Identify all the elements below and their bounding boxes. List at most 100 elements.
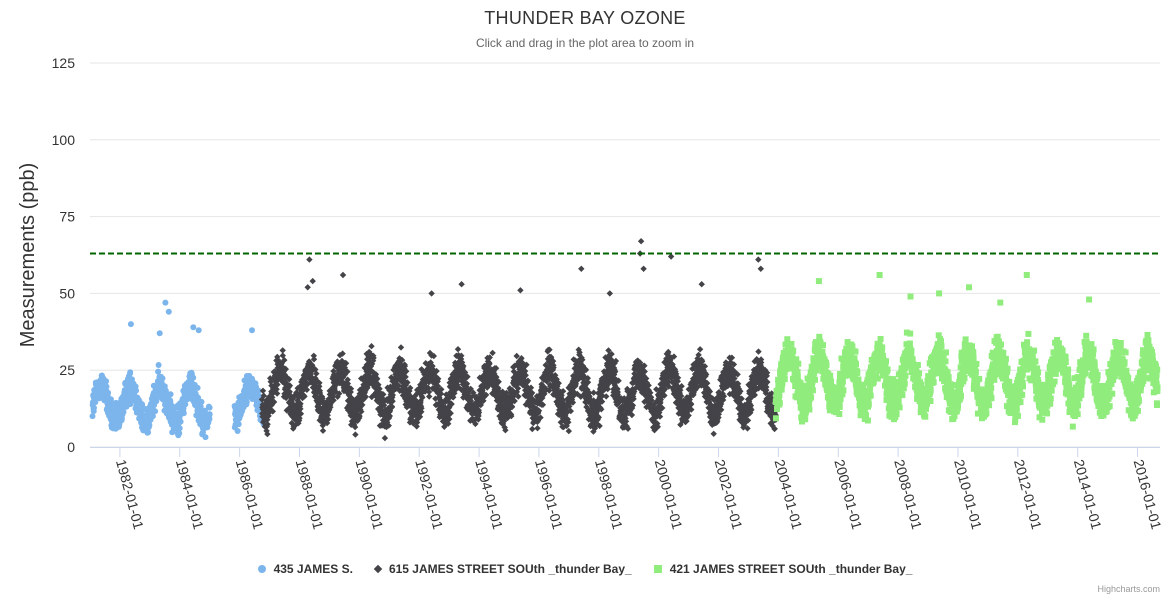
data-point[interactable] — [630, 395, 637, 403]
data-point[interactable] — [803, 408, 809, 415]
data-point[interactable] — [873, 372, 880, 379]
data-point[interactable] — [511, 397, 518, 405]
data-point[interactable] — [344, 380, 352, 387]
data-point[interactable] — [339, 271, 347, 279]
series-615-points[interactable] — [258, 238, 779, 442]
data-point[interactable] — [310, 352, 317, 359]
data-point[interactable] — [455, 377, 462, 384]
data-point[interactable] — [595, 389, 602, 397]
data-point[interactable] — [763, 383, 770, 391]
data-point[interactable] — [612, 357, 620, 365]
data-point[interactable] — [755, 348, 762, 355]
data-point[interactable] — [297, 405, 304, 413]
data-point[interactable] — [555, 380, 562, 387]
data-point[interactable] — [684, 408, 691, 416]
data-point[interactable] — [269, 408, 276, 415]
data-point[interactable] — [590, 397, 597, 404]
series-435-points[interactable] — [89, 299, 268, 441]
data-point[interactable] — [546, 387, 553, 394]
data-point[interactable] — [190, 324, 197, 331]
data-point[interactable] — [874, 375, 881, 382]
data-point[interactable] — [576, 349, 583, 356]
data-point[interactable] — [714, 416, 721, 424]
data-point[interactable] — [503, 389, 510, 397]
data-point[interactable] — [677, 392, 685, 400]
data-point[interactable] — [380, 402, 388, 409]
data-point[interactable] — [785, 345, 792, 352]
data-point[interactable] — [768, 390, 775, 397]
data-point[interactable] — [398, 356, 406, 364]
data-point[interactable] — [640, 377, 647, 384]
data-point[interactable] — [631, 388, 638, 395]
data-point[interactable] — [895, 397, 902, 404]
data-point[interactable] — [547, 354, 555, 361]
data-point[interactable] — [674, 383, 682, 390]
data-point[interactable] — [637, 238, 645, 245]
data-point[interactable] — [91, 404, 97, 411]
data-point[interactable] — [430, 352, 437, 360]
data-point[interactable] — [380, 391, 387, 398]
data-point[interactable] — [629, 402, 637, 409]
data-point[interactable] — [694, 355, 701, 362]
data-point[interactable] — [720, 368, 727, 376]
data-point[interactable] — [779, 380, 786, 387]
data-point[interactable] — [359, 401, 366, 409]
data-point[interactable] — [763, 372, 770, 380]
data-point[interactable] — [717, 400, 725, 408]
data-point[interactable] — [407, 384, 414, 392]
data-point[interactable] — [235, 421, 242, 428]
data-point[interactable] — [428, 290, 435, 297]
data-point[interactable] — [527, 384, 535, 391]
data-point[interactable] — [641, 362, 648, 369]
data-point[interactable] — [641, 368, 648, 375]
data-point[interactable] — [426, 393, 433, 400]
data-point[interactable] — [749, 385, 756, 392]
data-point[interactable] — [849, 343, 856, 350]
data-point[interactable] — [563, 422, 570, 430]
data-point[interactable] — [513, 352, 520, 360]
data-point[interactable] — [381, 434, 389, 442]
data-point[interactable] — [884, 366, 891, 373]
data-point[interactable] — [865, 397, 872, 404]
data-point[interactable] — [319, 427, 327, 434]
data-point[interactable] — [735, 385, 742, 392]
data-point[interactable] — [819, 348, 826, 355]
data-point[interactable] — [634, 357, 641, 364]
data-point[interactable] — [206, 416, 213, 423]
data-point[interactable] — [347, 385, 355, 392]
data-point[interactable] — [730, 361, 738, 368]
data-point[interactable] — [273, 386, 280, 393]
data-point[interactable] — [767, 398, 774, 405]
data-point[interactable] — [493, 373, 500, 381]
data-point[interactable] — [309, 277, 316, 285]
data-point[interactable] — [823, 362, 830, 369]
data-point[interactable] — [558, 392, 565, 399]
data-point[interactable] — [661, 385, 669, 393]
data-point[interactable] — [809, 387, 816, 394]
data-point[interactable] — [368, 343, 375, 350]
data-point[interactable] — [605, 380, 612, 388]
data-point[interactable] — [595, 396, 603, 404]
data-point[interactable] — [626, 398, 634, 405]
data-point[interactable] — [828, 378, 835, 385]
data-point[interactable] — [652, 399, 659, 406]
data-point[interactable] — [665, 378, 672, 385]
data-point[interactable] — [567, 382, 574, 389]
data-point[interactable] — [883, 358, 889, 365]
data-point[interactable] — [793, 356, 800, 363]
data-point[interactable] — [603, 393, 610, 400]
data-point[interactable] — [747, 402, 755, 409]
data-point[interactable] — [358, 408, 365, 415]
data-point[interactable] — [198, 398, 205, 405]
data-point[interactable] — [165, 308, 172, 315]
data-point[interactable] — [839, 378, 846, 385]
data-point[interactable] — [388, 403, 396, 410]
data-point[interactable] — [522, 372, 529, 379]
data-point[interactable] — [847, 352, 854, 359]
data-point[interactable] — [404, 379, 411, 386]
data-point[interactable] — [726, 390, 733, 398]
data-point[interactable] — [352, 431, 359, 438]
data-point[interactable] — [482, 391, 490, 399]
data-point[interactable] — [867, 392, 874, 399]
